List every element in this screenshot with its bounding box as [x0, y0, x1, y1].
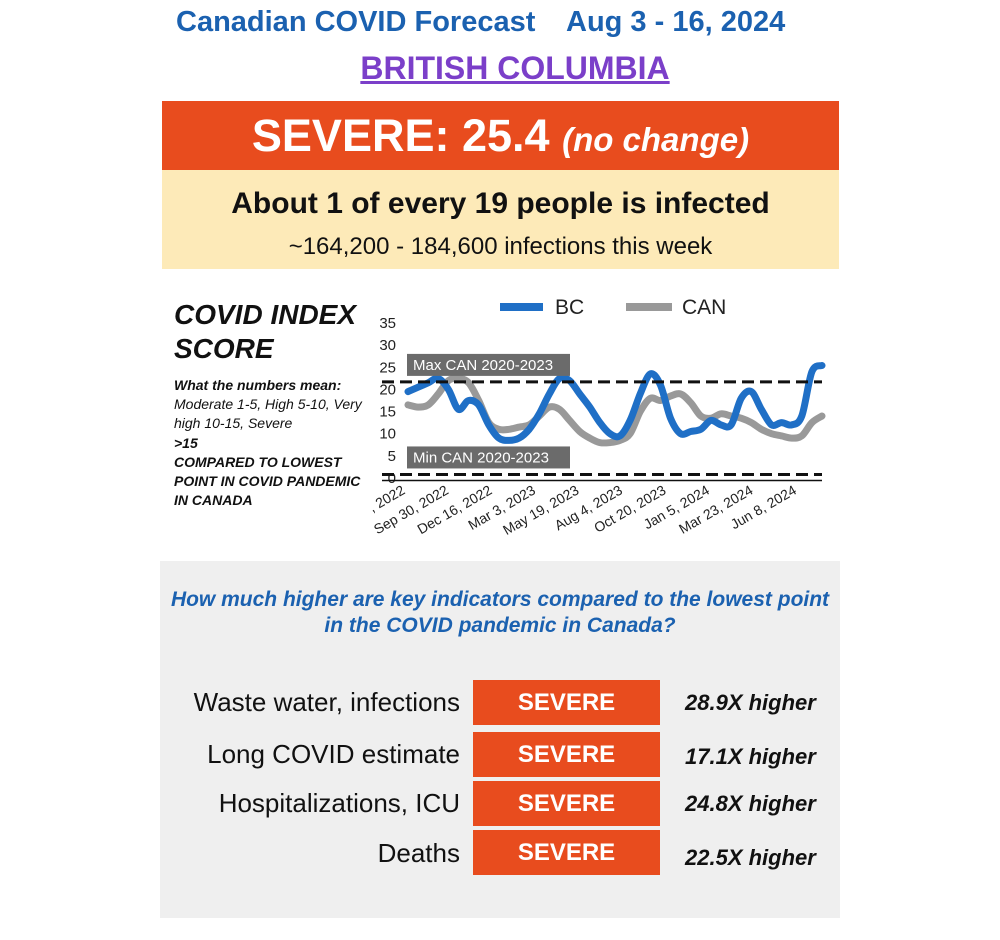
indicator-value: 28.9X higher: [685, 690, 816, 715]
y-tick-label: 15: [379, 404, 396, 421]
legend-label-can: CAN: [682, 296, 726, 319]
score-meaning-tail: >15: [174, 434, 198, 451]
region-title: BRITISH COLUMBIA: [360, 50, 670, 86]
indicator-value: 22.5X higher: [685, 845, 816, 870]
indicator-level-badge: SEVERE: [473, 781, 660, 826]
indicator-level-badge: SEVERE: [473, 732, 660, 777]
reference-label: Max CAN 2020-2023: [413, 357, 553, 374]
indicator-label: Long COVID estimate: [207, 739, 460, 769]
severity-change: (no change): [562, 121, 750, 158]
score-meaning-title: What the numbers mean:: [174, 377, 342, 393]
indicator-value: 24.8X higher: [685, 791, 816, 816]
y-tick-label: 0: [388, 470, 396, 487]
covid-index-chart: 0 5 10 15 20 25 30 35 Max CAN 2020-2023 Min CAN 2…: [366, 296, 826, 538]
score-compared-note: COMPARED TO LOWEST POINT IN COVID PANDEM…: [174, 453, 361, 509]
reference-label: Min CAN 2020-2023: [413, 449, 549, 466]
y-tick-label: 10: [379, 426, 396, 443]
infection-range: ~164,200 - 184,600 infections this week: [288, 233, 713, 260]
infection-summary: About 1 of every 19 people is infected ~…: [162, 170, 839, 269]
legend-label-bc: BC: [555, 296, 584, 319]
indicators-panel: How much higher are key indicators compa…: [160, 561, 840, 918]
y-tick-label: 5: [388, 448, 396, 465]
score-meaning-body: Moderate 1-5, High 5-10, Very high 10-15…: [174, 396, 362, 432]
severity-score: SEVERE: 25.4: [251, 110, 550, 161]
reference-label-box: [407, 446, 570, 469]
infection-headline: About 1 of every 19 people is infected: [231, 187, 770, 220]
y-tick-label: 35: [379, 315, 396, 332]
indicator-label: Deaths: [377, 838, 460, 868]
score-meaning: What the numbers mean: Moderate 1-5, Hig…: [174, 376, 374, 510]
indicator-level-badge: SEVERE: [473, 680, 660, 725]
indicators-question: How much higher are key indicators compa…: [170, 588, 830, 637]
indicator-value: 17.1X higher: [685, 744, 816, 769]
series-line-can: [404, 374, 826, 447]
y-tick-label: 20: [379, 381, 396, 398]
severity-banner: SEVERE: 25.4 (no change): [162, 101, 839, 170]
forecast-title: Canadian COVID Forecast: [176, 6, 536, 38]
indicator-label: Hospitalizations, ICU: [218, 788, 460, 818]
chart-heading: COVID INDEX SCORE: [174, 299, 357, 364]
forecast-date-range: Aug 3 - 16, 2024: [566, 6, 786, 38]
indicator-level-badge: SEVERE: [473, 830, 660, 875]
reference-label-box: [407, 353, 570, 376]
indicator-label: Waste water, infections: [193, 687, 460, 717]
y-tick-label: 30: [379, 337, 396, 354]
series-line-bc: [404, 362, 826, 444]
y-tick-label: 25: [379, 359, 396, 376]
